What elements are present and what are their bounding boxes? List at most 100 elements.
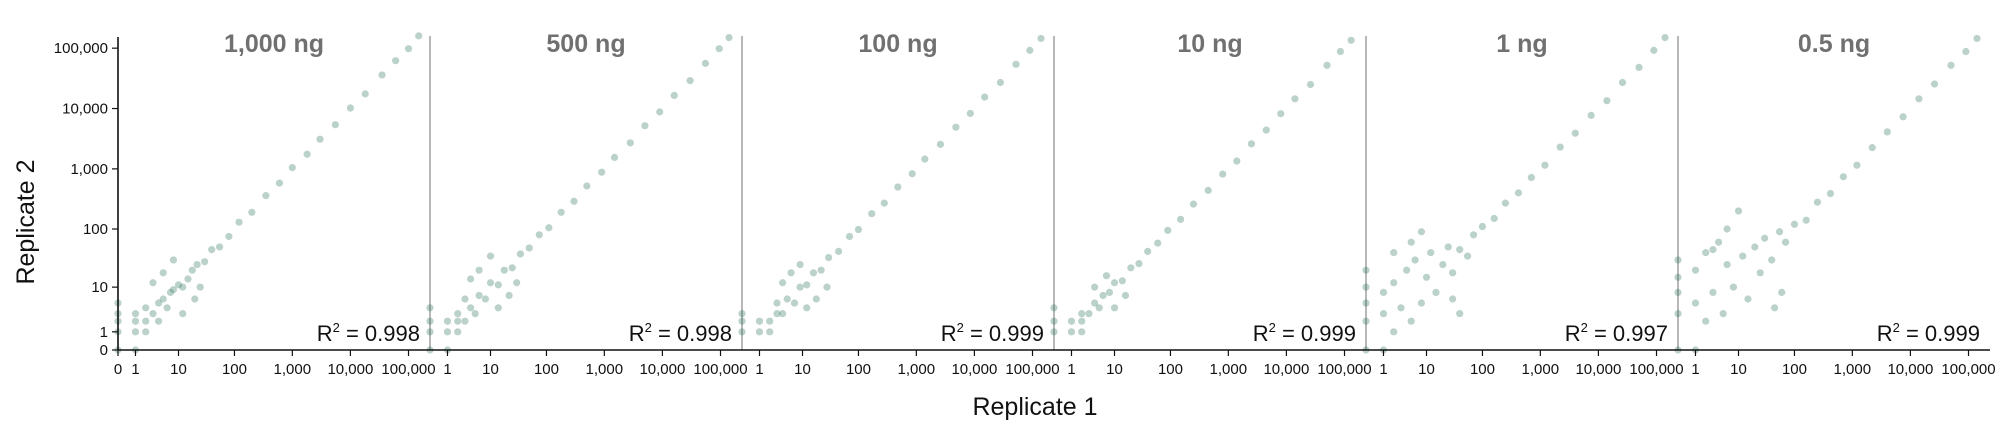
data-point (1691, 299, 1700, 307)
data-point (1702, 249, 1710, 257)
data-point (149, 310, 157, 318)
data-point (670, 91, 678, 100)
data-point (1390, 249, 1398, 257)
data-point (159, 295, 167, 303)
data-point (303, 150, 311, 158)
data-point (1761, 234, 1769, 242)
data-point (1501, 199, 1510, 207)
data-point (166, 288, 175, 296)
data-point (262, 192, 270, 200)
data-point (494, 281, 502, 289)
data-point (845, 232, 854, 241)
panel-6: 0.5 ng R2 = 0.999 (1674, 30, 1981, 354)
x-tick-label: 1 (1067, 361, 1075, 378)
data-point (1478, 222, 1487, 231)
data-point (1947, 61, 1955, 69)
data-point (1635, 63, 1643, 72)
r-squared-superscript: 2 (333, 320, 340, 335)
data-point (557, 208, 565, 216)
data-point (1277, 110, 1285, 118)
panel-2: 500 ng R2 = 0.998 (426, 30, 733, 354)
data-point (288, 164, 296, 172)
data-point (1661, 33, 1669, 42)
data-point (426, 304, 434, 312)
data-point (823, 283, 831, 291)
data-point (1427, 249, 1435, 257)
data-point (1674, 256, 1682, 264)
data-point (715, 45, 723, 53)
data-point (1449, 269, 1457, 277)
data-point (1379, 288, 1388, 296)
data-point (163, 304, 171, 312)
data-point (1587, 111, 1595, 119)
data-point (1744, 295, 1752, 303)
data-point (1527, 173, 1535, 182)
data-point (188, 266, 196, 274)
data-point (1110, 279, 1119, 287)
x-tick-label: 100 (846, 361, 871, 378)
data-point (535, 231, 543, 239)
x-axis-label: Replicate 1 (972, 393, 1097, 421)
data-point (1723, 225, 1731, 233)
data-point (1756, 269, 1764, 277)
data-point (1177, 215, 1185, 223)
x-tick-label: 1,000 (898, 361, 936, 378)
panel-title: 1 ng (1496, 30, 1547, 58)
data-point (1362, 317, 1370, 325)
x-tick-label: 100,000 (1941, 361, 1995, 378)
y-tick-label: 1 (100, 324, 108, 341)
data-point (1449, 295, 1457, 303)
x-tick-label: 10,000 (327, 361, 373, 378)
data-point (773, 310, 781, 318)
data-point (1407, 238, 1415, 246)
data-point (1397, 304, 1405, 312)
x-tick-label: 1,000 (1522, 361, 1560, 378)
data-point (790, 299, 799, 307)
x-tick-label: 100 (222, 361, 247, 378)
x-tick-label: 10,000 (951, 361, 997, 378)
r-squared-superscript: 2 (1893, 320, 1900, 335)
data-point (196, 283, 204, 291)
data-point (1105, 288, 1114, 296)
x-tick-label: 100 (1158, 361, 1183, 378)
x-tick-label: 0 (114, 361, 122, 378)
x-tick-label: 100,000 (381, 361, 435, 378)
data-point (803, 304, 811, 312)
data-point (1135, 259, 1143, 268)
x-tick-label: 1,000 (586, 361, 624, 378)
data-point (426, 317, 434, 325)
data-point (880, 199, 888, 207)
data-point (1127, 264, 1135, 272)
data-point (1853, 161, 1861, 169)
data-point (513, 279, 521, 287)
data-point (1390, 328, 1398, 336)
x-tick-label: 1 (1691, 361, 1699, 378)
data-point (1362, 283, 1370, 291)
data-point (225, 232, 233, 241)
r-squared-value: = 0.999 (964, 321, 1044, 346)
data-point (481, 295, 490, 303)
x-tick-label: 1,000 (1210, 361, 1248, 378)
data-point (1078, 328, 1086, 336)
data-point (1650, 46, 1658, 54)
data-point (583, 182, 591, 190)
data-point (1899, 113, 1907, 121)
data-point (796, 283, 804, 291)
data-point (1868, 144, 1876, 152)
data-point (641, 122, 649, 130)
data-point (516, 250, 525, 258)
data-point (392, 57, 400, 65)
x-tick-label: 10,000 (639, 361, 685, 378)
panel-1: 1,000 ng R2 = 0.998 (114, 30, 423, 354)
data-point (454, 328, 462, 336)
data-point (454, 310, 462, 318)
data-point (1262, 126, 1270, 134)
data-point (248, 208, 256, 216)
y-axis-label: Replicate 2 (12, 159, 40, 284)
data-point (1121, 291, 1130, 300)
data-point (1962, 47, 1970, 56)
data-point (1463, 252, 1472, 260)
data-point (1102, 272, 1111, 280)
data-point (1050, 304, 1058, 312)
data-point (1674, 273, 1682, 281)
